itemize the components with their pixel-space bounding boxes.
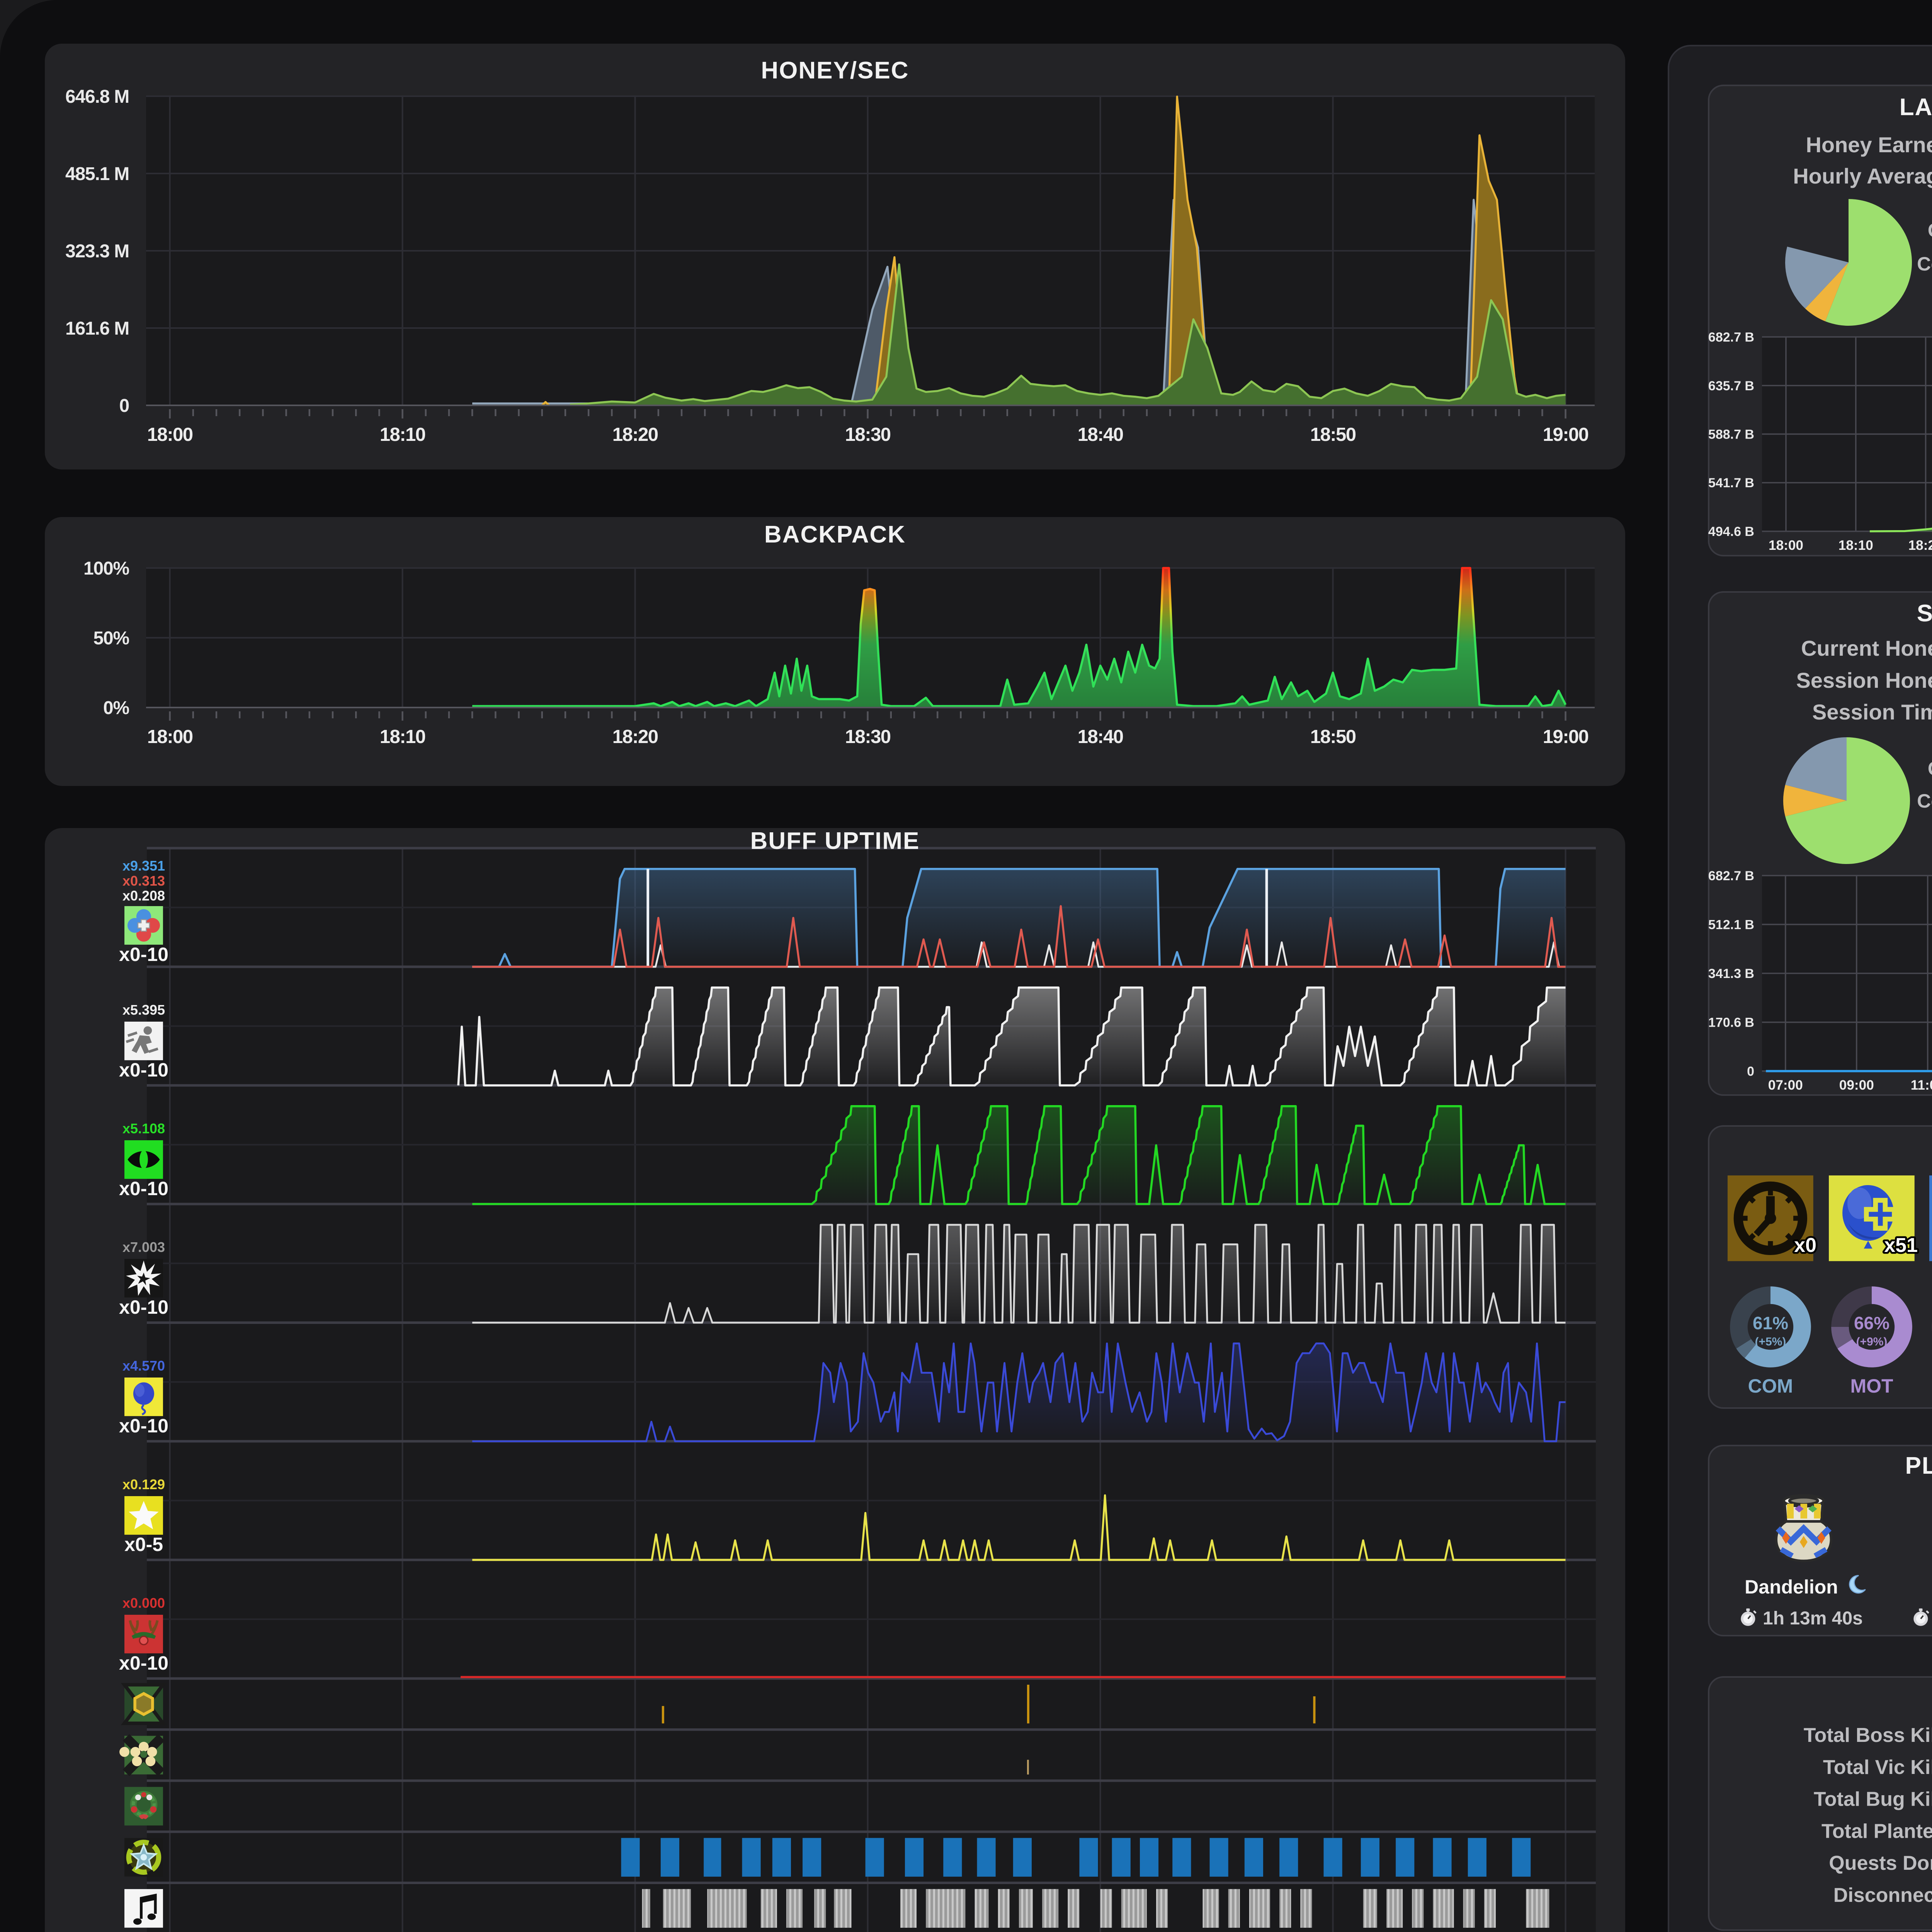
svg-text:0: 0 (119, 396, 129, 416)
svg-text:0%: 0% (103, 698, 129, 718)
svg-text:BACKPACK: BACKPACK (764, 521, 906, 548)
svg-text:18:40: 18:40 (1078, 726, 1123, 747)
svg-text:18:20: 18:20 (1908, 538, 1932, 553)
svg-text:Quests Done: Quests Done (1829, 1852, 1932, 1874)
svg-text:BUFF UPTIME: BUFF UPTIME (750, 828, 920, 854)
svg-text:66%: 66% (1854, 1313, 1889, 1333)
svg-text:Convert: Convert (1917, 790, 1932, 812)
svg-text:x0-5: x0-5 (124, 1534, 163, 1555)
svg-text:50%: 50% (94, 628, 129, 648)
svg-text:x0-10: x0-10 (119, 1415, 168, 1437)
svg-text:18:00: 18:00 (147, 726, 193, 747)
svg-text:Hourly Average: Hourly Average (1793, 164, 1932, 188)
svg-text:COM: COM (1748, 1375, 1793, 1397)
svg-text:541.7 B: 541.7 B (1708, 476, 1754, 490)
svg-text:x5.395: x5.395 (122, 1002, 165, 1018)
svg-text:18:50: 18:50 (1310, 726, 1356, 747)
svg-text:Gather: Gather (1928, 219, 1932, 241)
svg-text:Total Boss Kills: Total Boss Kills (1804, 1724, 1932, 1747)
svg-text:494.6 B: 494.6 B (1708, 524, 1754, 539)
svg-text:07:00: 07:00 (1768, 1078, 1803, 1093)
svg-text:x0-10: x0-10 (119, 1652, 168, 1674)
svg-text:x9.351: x9.351 (122, 858, 165, 874)
svg-text:x4.570: x4.570 (122, 1358, 165, 1374)
svg-text:18:50: 18:50 (1310, 424, 1356, 445)
svg-text:323.3 M: 323.3 M (65, 241, 129, 262)
svg-text:Dandelion: Dandelion (1745, 1576, 1838, 1598)
svg-text:x0-10: x0-10 (119, 1178, 168, 1199)
svg-text:Convert: Convert (1917, 253, 1932, 275)
svg-text:Session Honey: Session Honey (1796, 668, 1932, 692)
svg-text:Disconnects: Disconnects (1833, 1884, 1932, 1906)
svg-text:x0-10: x0-10 (119, 944, 168, 965)
svg-text:Honey Earned: Honey Earned (1806, 133, 1932, 157)
svg-text:Gather: Gather (1928, 758, 1932, 779)
svg-text:x0-10: x0-10 (119, 1296, 168, 1318)
svg-text:x0-10: x0-10 (119, 1059, 168, 1081)
svg-text:100%: 100% (83, 558, 129, 579)
svg-text:LAST HOUR: LAST HOUR (1900, 94, 1932, 121)
svg-text:Total Planters: Total Planters (1821, 1820, 1932, 1842)
svg-text:MOT: MOT (1850, 1375, 1893, 1397)
svg-text:19:00: 19:00 (1543, 726, 1588, 747)
svg-text:485.1 M: 485.1 M (65, 164, 129, 184)
svg-text:HONEY/SEC: HONEY/SEC (761, 57, 909, 84)
svg-text:341.3 B: 341.3 B (1708, 966, 1754, 981)
svg-text:635.7 B: 635.7 B (1708, 379, 1754, 393)
svg-text:0: 0 (1747, 1064, 1754, 1079)
svg-text:Session Time: Session Time (1812, 700, 1932, 724)
svg-text:18:20: 18:20 (612, 424, 658, 445)
svg-text:682.7 B: 682.7 B (1708, 330, 1754, 345)
svg-text:11:00: 11:00 (1911, 1078, 1932, 1093)
svg-text:(+9%): (+9%) (1856, 1335, 1888, 1348)
svg-text:170.6 B: 170.6 B (1708, 1015, 1754, 1030)
svg-text:682.7 B: 682.7 B (1708, 869, 1754, 883)
svg-text:SESSION: SESSION (1917, 600, 1932, 627)
svg-text:18:10: 18:10 (1838, 538, 1873, 553)
svg-text:18:30: 18:30 (845, 726, 891, 747)
svg-text:18:00: 18:00 (1769, 538, 1803, 553)
svg-text:x7.003: x7.003 (122, 1239, 165, 1255)
svg-text:x0.208: x0.208 (122, 888, 165, 904)
svg-text:19:00: 19:00 (1543, 424, 1588, 445)
svg-text:Total Vic Kills: Total Vic Kills (1823, 1756, 1932, 1779)
svg-text:(+5%): (+5%) (1755, 1335, 1786, 1348)
svg-text:18:20: 18:20 (612, 726, 658, 747)
svg-text:x0.000: x0.000 (122, 1595, 165, 1611)
svg-text:18:10: 18:10 (380, 424, 425, 445)
svg-text:18:40: 18:40 (1078, 424, 1123, 445)
svg-text:18:30: 18:30 (845, 424, 891, 445)
svg-text:1h 13m 40s: 1h 13m 40s (1763, 1608, 1863, 1629)
svg-text:161.6 M: 161.6 M (65, 318, 129, 339)
svg-text:BUFFS: BUFFS (1931, 1135, 1932, 1162)
svg-text:Current Honey: Current Honey (1801, 636, 1932, 660)
svg-text:PLANTERS: PLANTERS (1905, 1452, 1932, 1479)
svg-text:18:10: 18:10 (380, 726, 425, 747)
svg-text:Total Bug Kills: Total Bug Kills (1814, 1788, 1932, 1811)
svg-text:512.1 B: 512.1 B (1708, 917, 1754, 932)
svg-text:x0: x0 (1794, 1234, 1816, 1257)
svg-text:646.8 M: 646.8 M (65, 87, 129, 107)
svg-text:09:00: 09:00 (1839, 1078, 1874, 1093)
svg-text:588.7 B: 588.7 B (1708, 427, 1754, 442)
svg-text:x5.108: x5.108 (122, 1121, 165, 1136)
svg-text:x0.129: x0.129 (122, 1476, 165, 1492)
svg-text:x51: x51 (1884, 1234, 1918, 1257)
svg-text:x0.313: x0.313 (122, 873, 165, 889)
svg-text:61%: 61% (1753, 1313, 1788, 1333)
svg-text:18:00: 18:00 (147, 424, 193, 445)
